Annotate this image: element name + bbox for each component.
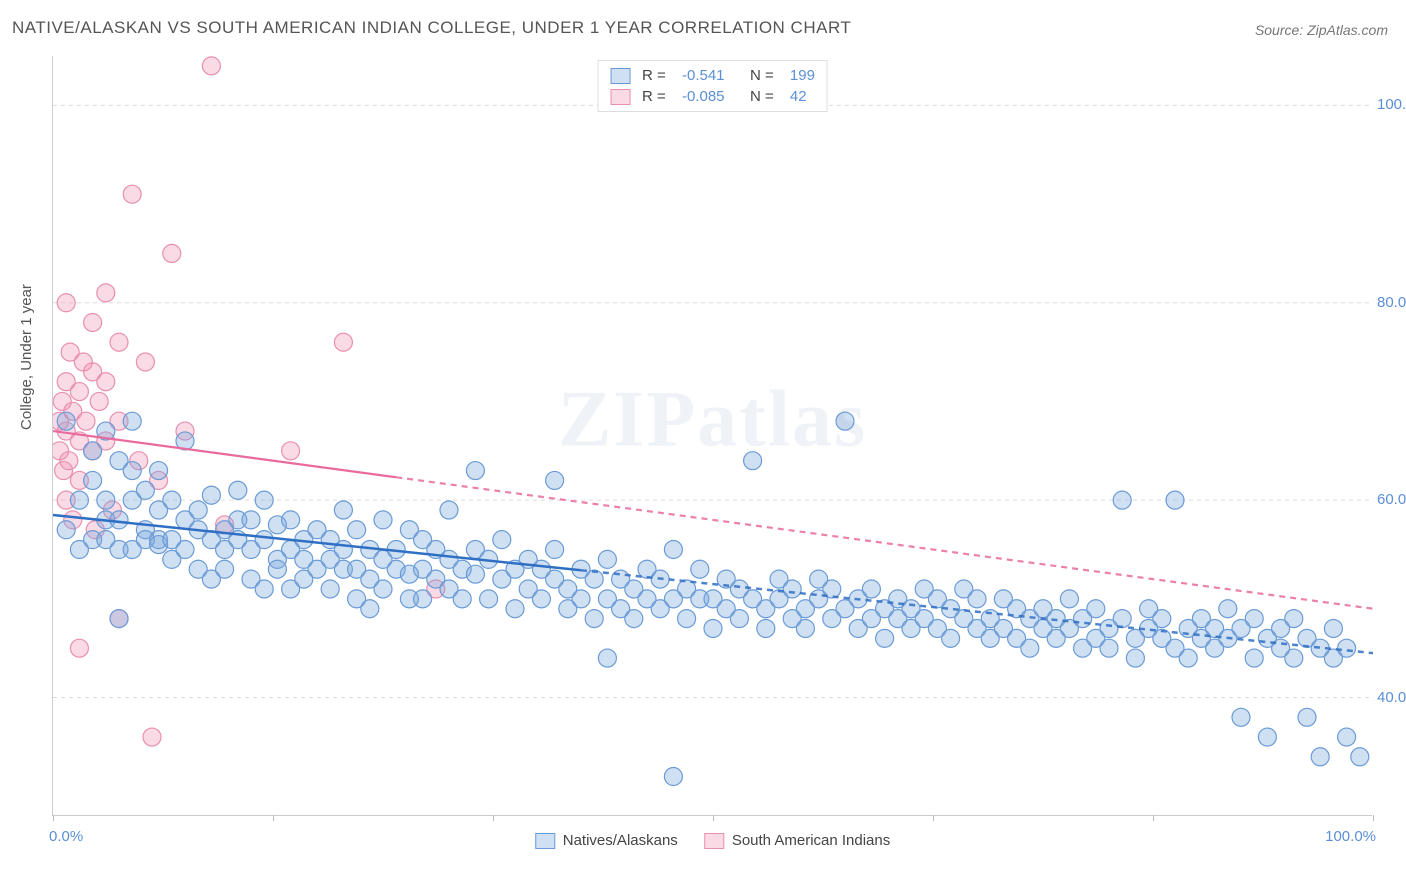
- correlation-legend: R = -0.541 N = 199 R = -0.085 N = 42: [597, 60, 828, 112]
- legend-swatch: [610, 89, 630, 105]
- chart-svg: [53, 56, 1373, 816]
- y-tick-label: 60.0%: [1377, 491, 1406, 508]
- y-axis-label: College, Under 1 year: [18, 284, 35, 430]
- legend-item: South American Indians: [704, 832, 890, 849]
- legend-label: South American Indians: [732, 832, 890, 849]
- legend-label: Natives/Alaskans: [563, 832, 678, 849]
- legend-swatch: [535, 833, 555, 849]
- n-value: 199: [790, 67, 815, 84]
- legend-row: R = -0.085 N = 42: [610, 86, 815, 107]
- legend-row: R = -0.541 N = 199: [610, 65, 815, 86]
- legend-item: Natives/Alaskans: [535, 832, 678, 849]
- chart-title: NATIVE/ALASKAN VS SOUTH AMERICAN INDIAN …: [12, 18, 851, 38]
- x-tick-label: 100.0%: [1325, 828, 1376, 845]
- r-value: -0.541: [682, 67, 738, 84]
- legend-swatch: [610, 68, 630, 84]
- n-value: 42: [790, 88, 807, 105]
- series-legend: Natives/Alaskans South American Indians: [535, 832, 891, 849]
- y-tick-label: 100.0%: [1377, 96, 1406, 113]
- r-value: -0.085: [682, 88, 738, 105]
- x-tick-label: 0.0%: [49, 828, 83, 845]
- chart-plot-area: ZIPatlas R = -0.541 N = 199 R = -0.085 N…: [52, 56, 1372, 816]
- y-tick-label: 80.0%: [1377, 294, 1406, 311]
- y-tick-label: 40.0%: [1377, 689, 1406, 706]
- legend-swatch: [704, 833, 724, 849]
- source-label: Source: ZipAtlas.com: [1255, 22, 1388, 38]
